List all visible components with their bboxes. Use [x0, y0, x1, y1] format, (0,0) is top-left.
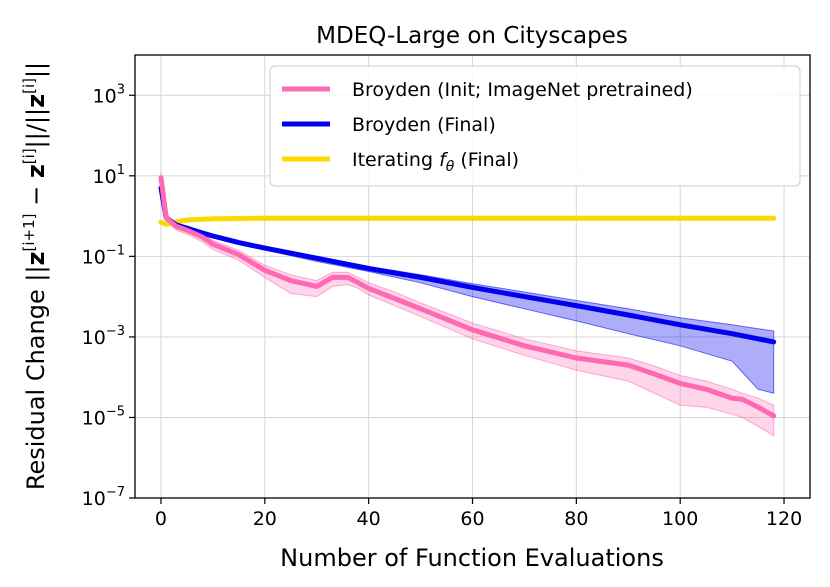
legend-label-broyden-final: Broyden (Final) [352, 114, 496, 136]
line-broyden-init [158, 175, 777, 419]
y-tick-label: 10−7 [82, 485, 125, 510]
legend-label-iterating: Iterating fθ (Final) [352, 149, 519, 175]
x-tick-label: 100 [662, 508, 698, 530]
band-broyden-init [160, 172, 775, 437]
legend: Broyden (Init; ImageNet pretrained) Broy… [269, 65, 801, 187]
x-tick-label: 0 [155, 508, 167, 530]
x-tick-label: 60 [460, 508, 484, 530]
chart-title: MDEQ-Large on Cityscapes [316, 23, 628, 49]
x-tick-label: 80 [564, 508, 588, 530]
line-layer [158, 175, 777, 419]
tick-layer: 0 20 40 60 80 100 120 103 101 10−1 10−3 10−5 10−7 [82, 82, 803, 530]
y-tick-label: 103 [93, 82, 125, 107]
x-tick-label: 20 [253, 508, 277, 530]
x-tick-label: 40 [357, 508, 381, 530]
y-axis-label: Residual Change ||z[i+1] − z[i]||/||z[i]… [20, 62, 50, 490]
x-axis-label: Number of Function Evaluations [280, 544, 664, 572]
x-tick-label: 120 [766, 508, 802, 530]
line-iterating [158, 215, 777, 227]
y-tick-label: 101 [93, 163, 125, 188]
y-tick-label: 10−1 [82, 243, 125, 268]
legend-label-broyden-init: Broyden (Init; ImageNet pretrained) [352, 79, 693, 101]
band-layer [160, 172, 775, 437]
y-tick-label: 10−3 [82, 324, 125, 349]
legend-box [269, 65, 801, 187]
y-tick-label: 10−5 [82, 404, 125, 429]
